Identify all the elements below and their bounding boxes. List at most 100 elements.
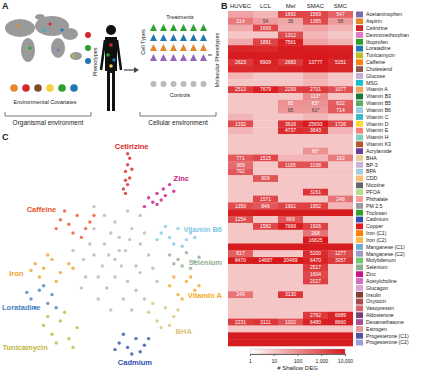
row-swatch xyxy=(356,12,363,18)
row-label: BPA xyxy=(366,168,377,174)
scatter-point xyxy=(168,183,171,186)
heatmap-cell xyxy=(278,257,303,264)
row-label: Cadmium xyxy=(366,216,388,222)
scatter-point xyxy=(147,196,150,199)
cell-label: 547 xyxy=(336,11,345,17)
heatmap-cell xyxy=(253,305,278,312)
row-label: Estrogen xyxy=(366,326,387,332)
heatmap-cell xyxy=(228,216,253,223)
heatmap-cell xyxy=(328,298,353,305)
heatmap-cell xyxy=(228,237,253,244)
heatmap-cell xyxy=(303,237,328,244)
heatmap-cell xyxy=(228,66,253,73)
scatter-point xyxy=(162,187,165,190)
covariate-icon xyxy=(10,84,18,92)
scatter-point xyxy=(155,192,158,195)
heatmap-cell xyxy=(328,107,353,114)
colorbar-axis: 1101001,00010,000 xyxy=(249,354,353,364)
row-label: Aspirin xyxy=(366,18,382,24)
heatmap-cell xyxy=(253,66,278,73)
row-label: Cetirizine xyxy=(366,25,388,31)
heatmap-cell xyxy=(278,86,303,93)
row-swatch xyxy=(356,169,363,175)
cell-label: 1891 xyxy=(260,39,271,45)
scatter-point xyxy=(67,262,70,265)
heatmap-cell xyxy=(303,59,328,66)
scatter-point xyxy=(139,242,142,245)
cell-label: 1569 xyxy=(310,11,321,17)
scatter-point xyxy=(130,227,133,230)
heatmap-cell xyxy=(328,141,353,148)
row-label: PM 2.5 xyxy=(366,203,383,209)
row-label: Acrylamide xyxy=(366,148,392,154)
heatmap-cell xyxy=(328,182,353,189)
cell-label: 1350 xyxy=(235,203,246,209)
row-swatch xyxy=(356,25,363,31)
scatter-point xyxy=(185,238,188,241)
row-swatch xyxy=(356,312,363,318)
cell-label: 3261 xyxy=(310,189,321,195)
scatter-point xyxy=(42,284,45,287)
cell-label: 8660 xyxy=(335,319,346,325)
scatter-point xyxy=(122,297,125,300)
cell-label: 2299 xyxy=(285,86,296,92)
heatmap-cell xyxy=(278,45,303,52)
heatmap-cell xyxy=(253,134,278,141)
cell-label: 3057 xyxy=(335,257,346,263)
human-head xyxy=(106,25,116,35)
heatmap-cell xyxy=(228,25,253,32)
cell-triangle xyxy=(170,44,177,51)
scatter-point xyxy=(130,168,133,171)
row-label: Vitamin K3 xyxy=(366,141,391,147)
row-label: Copper xyxy=(366,223,383,229)
cell-label: 1165 xyxy=(285,162,296,168)
row-swatch xyxy=(356,340,363,346)
heatmap-cell xyxy=(253,271,278,278)
row-label: BP-3 xyxy=(366,162,378,168)
scatter-point xyxy=(181,245,184,248)
row-label: Caffeine xyxy=(366,59,385,65)
cell-label: 792 xyxy=(236,168,245,174)
scatter-point xyxy=(71,267,74,270)
heatmap-cell xyxy=(253,209,278,216)
heatmap-cell xyxy=(328,120,353,127)
heatmap-cell xyxy=(253,59,278,66)
heatmap-cell xyxy=(228,189,253,196)
row-label: Insulin xyxy=(366,292,381,298)
colorbar-tick-mark xyxy=(321,354,322,356)
scatter-point xyxy=(164,194,167,197)
scatter-point xyxy=(38,275,41,278)
row-swatch xyxy=(356,94,363,100)
heatmap-cell xyxy=(228,18,253,25)
heatmap-cell xyxy=(253,230,278,237)
scatter-point xyxy=(88,220,91,223)
row-swatch xyxy=(356,278,363,284)
colorbar-tick-mark xyxy=(274,354,275,356)
scatter-point xyxy=(147,311,150,314)
heatmap-cell xyxy=(228,100,253,107)
cell-label: 3616 xyxy=(285,121,296,127)
scatter-point xyxy=(122,187,125,190)
scatter-point xyxy=(84,275,87,278)
scatter-point xyxy=(50,258,53,261)
scatter-point xyxy=(128,238,131,241)
row-swatch xyxy=(356,319,363,325)
heatmap-cell xyxy=(228,305,253,312)
scatter-point xyxy=(76,326,79,329)
cell-label: 846 xyxy=(261,203,270,209)
heatmap-cell xyxy=(303,339,328,346)
colorbar-tick-mark xyxy=(250,354,251,356)
heatmap-cell xyxy=(328,216,353,223)
cell-triangle xyxy=(200,34,207,41)
scatter-point xyxy=(76,214,79,217)
heatmap-cell xyxy=(278,168,303,175)
row-label: Phthalate xyxy=(366,196,388,202)
cell-label: 54 xyxy=(263,18,269,24)
scatter-point xyxy=(113,220,116,223)
cell-triangle xyxy=(180,24,187,31)
cluster-label: Vitamin B6 xyxy=(183,225,222,234)
scatter-point xyxy=(88,242,91,245)
map-dot xyxy=(16,24,19,27)
heatmap-cell xyxy=(328,284,353,291)
scatter-point xyxy=(172,190,175,193)
